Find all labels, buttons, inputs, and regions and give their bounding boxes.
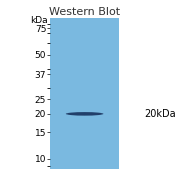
Text: kDa: kDa: [30, 16, 48, 25]
Text: 20kDa: 20kDa: [144, 109, 176, 119]
Ellipse shape: [66, 112, 103, 116]
Text: Western Blot: Western Blot: [49, 7, 120, 17]
